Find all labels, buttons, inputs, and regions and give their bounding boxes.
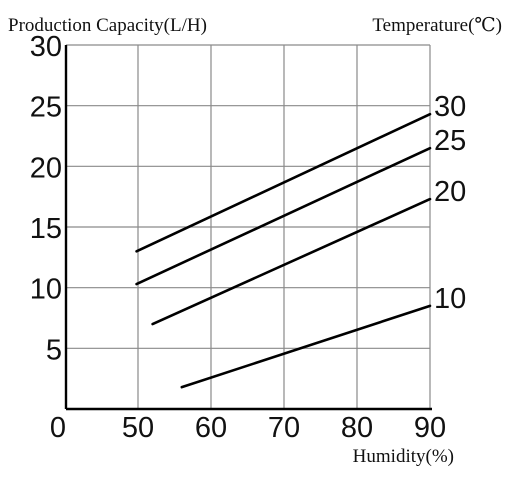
y-tick-label: 20 [30,152,62,184]
y-tick-label: 15 [30,213,62,245]
y-tick-label: 10 [30,274,62,306]
x-tick-label: 70 [268,412,300,444]
right-axis-title: Temperature(℃) [372,15,502,36]
y-tick-label: 25 [30,92,62,124]
x-tick-label: 50 [122,412,154,444]
y-axis-title: Production Capacity(L/H) [8,15,207,36]
series-line-30 [135,112,432,253]
series-line-20 [151,197,432,326]
axes [64,45,432,411]
y-tick-label: 5 [46,334,62,366]
grid [66,44,431,409]
x-tick-label: 90 [414,412,446,444]
series-line-10 [180,304,432,389]
x-tick-label: 0 [50,412,66,444]
series-label-10: 10 [434,283,466,315]
y-tick-labels: 5 10 15 20 25 30 [30,31,62,366]
x-tick-label: 60 [195,412,227,444]
x-tick-labels: 0 50 60 70 80 90 [50,412,446,444]
series-label-30: 30 [434,91,466,123]
series-label-25: 25 [434,125,466,157]
series-lines [135,112,432,389]
series-label-20: 20 [434,176,466,208]
y-tick-label: 30 [30,31,62,63]
series-line-25 [135,146,432,286]
x-tick-label: 80 [341,412,373,444]
x-axis-title: Humidity(%) [353,446,454,467]
